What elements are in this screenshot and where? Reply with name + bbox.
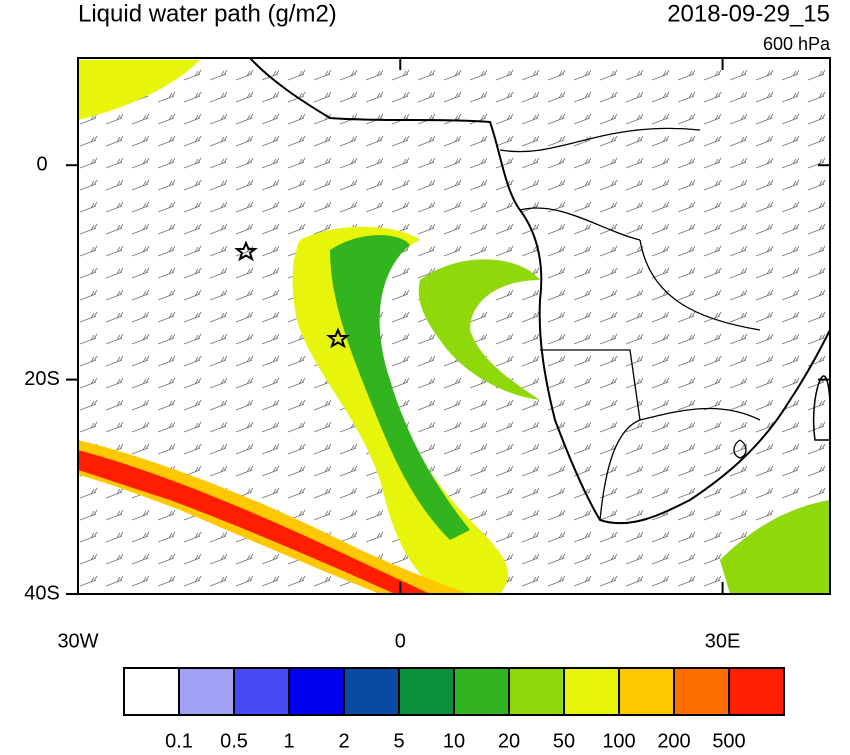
colorbar-label: 200 bbox=[657, 730, 690, 750]
cloud-band bbox=[78, 440, 470, 594]
colorbar-label: 10 bbox=[443, 730, 465, 750]
coastline bbox=[249, 58, 830, 525]
colorbar-box bbox=[453, 667, 510, 716]
colorbar-box bbox=[178, 667, 235, 716]
axes: 30W 0 30E 0 20S 40S bbox=[24, 58, 830, 652]
site-marker bbox=[234, 240, 258, 262]
x-tick-label: 30E bbox=[705, 630, 741, 652]
colorbar-label: 20 bbox=[498, 730, 520, 750]
cloud-patch bbox=[720, 500, 830, 594]
level: 600 hPa bbox=[763, 34, 831, 54]
colorbar-box bbox=[673, 667, 730, 716]
borders bbox=[499, 127, 761, 521]
colorbar-box bbox=[233, 667, 290, 716]
colorbar-label: 2 bbox=[338, 730, 349, 750]
plot-frame bbox=[77, 57, 831, 595]
colorbar-label: 0.5 bbox=[220, 730, 248, 750]
colorbar-box bbox=[343, 667, 400, 716]
colorbar-box bbox=[618, 667, 675, 716]
cloud-band bbox=[418, 259, 540, 400]
colorbar-label: 5 bbox=[393, 730, 404, 750]
x-tick-label: 30W bbox=[57, 630, 98, 652]
colorbar-box bbox=[398, 667, 455, 716]
colorbar-label: 50 bbox=[553, 730, 575, 750]
plot-content bbox=[78, 58, 830, 594]
y-tick-label: 0 bbox=[36, 153, 47, 175]
cloud-band bbox=[330, 235, 470, 540]
colorbar-box bbox=[728, 667, 785, 716]
colorbar-label: 100 bbox=[602, 730, 635, 750]
colorbar-label: 1 bbox=[283, 730, 294, 750]
cloud-patch bbox=[78, 60, 200, 120]
y-tick-label: 40S bbox=[24, 582, 60, 604]
colorbar-box bbox=[288, 667, 345, 716]
title: Liquid water path (g/m2) bbox=[78, 0, 337, 27]
colorbar-box bbox=[563, 667, 620, 716]
y-tick-label: 20S bbox=[24, 368, 60, 390]
site-marker bbox=[326, 327, 350, 349]
colorbar-box bbox=[123, 667, 180, 716]
x-tick-label: 0 bbox=[395, 630, 406, 652]
colorbar-label: 500 bbox=[712, 730, 745, 750]
colorbar-box bbox=[508, 667, 565, 716]
colorbar-label: 0.1 bbox=[165, 730, 193, 750]
cloud-band bbox=[78, 450, 430, 594]
colorbar: 0.1 0.5 1 2 5 10 20 50 100 200 500 bbox=[123, 667, 785, 752]
date: 2018-09-29_15 bbox=[667, 0, 830, 27]
